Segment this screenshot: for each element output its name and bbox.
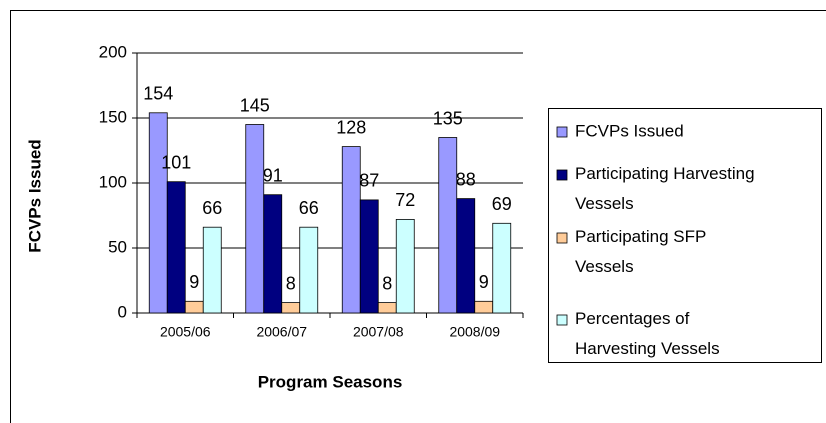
data-label: 135	[433, 108, 463, 128]
x-tick-label: 2007/08	[353, 324, 404, 340]
x-tick-label: 2008/09	[449, 324, 500, 340]
bar	[299, 226, 319, 314]
data-label: 154	[143, 84, 173, 104]
data-label: 91	[263, 165, 283, 185]
y-tick-label: 200	[99, 42, 127, 61]
y-tick-label: 50	[108, 237, 127, 256]
legend-label: Participating Harvesting Vessels	[575, 164, 755, 213]
legend-swatch	[556, 169, 568, 181]
data-label: 128	[336, 117, 366, 137]
data-label: 87	[359, 171, 379, 191]
bar	[438, 137, 458, 314]
bar	[492, 222, 512, 314]
y-tick-label: 150	[99, 107, 127, 126]
data-label: 8	[382, 273, 392, 293]
data-label: 145	[240, 95, 270, 115]
y-axis-title: FCVPs Issued	[25, 139, 44, 252]
x-tick-label: 2006/07	[256, 324, 307, 340]
legend-swatch	[556, 314, 568, 326]
bar	[456, 198, 476, 314]
legend-label: FCVPs Issued	[575, 121, 684, 140]
bar	[281, 302, 301, 314]
legend-swatch	[556, 232, 568, 244]
legend-label: Participating SFP Vessels	[575, 227, 706, 276]
bar	[184, 300, 204, 314]
bar	[377, 302, 397, 314]
x-tick-label: 2005/06	[160, 324, 211, 340]
bar	[166, 181, 186, 314]
data-label: 9	[479, 272, 489, 292]
bar	[341, 146, 361, 314]
bar	[245, 124, 265, 314]
x-axis-title: Program Seasons	[258, 372, 403, 391]
bar	[395, 218, 415, 314]
y-tick-label: 0	[118, 302, 127, 321]
legend-box	[548, 108, 822, 363]
data-label: 66	[299, 198, 319, 218]
data-label: 69	[492, 194, 512, 214]
data-label: 8	[286, 273, 296, 293]
bar	[359, 199, 379, 314]
legend-swatch	[556, 126, 568, 138]
data-label: 9	[189, 272, 199, 292]
data-label: 66	[202, 198, 222, 218]
legend-label: Percentages of Harvesting Vessels	[575, 309, 720, 358]
data-label: 72	[395, 190, 415, 210]
y-tick-label: 100	[99, 172, 127, 191]
bar	[148, 112, 168, 314]
data-label: 101	[161, 152, 191, 172]
data-label: 88	[456, 169, 476, 189]
bar	[263, 194, 283, 314]
bar	[474, 300, 494, 314]
bar	[202, 226, 222, 314]
